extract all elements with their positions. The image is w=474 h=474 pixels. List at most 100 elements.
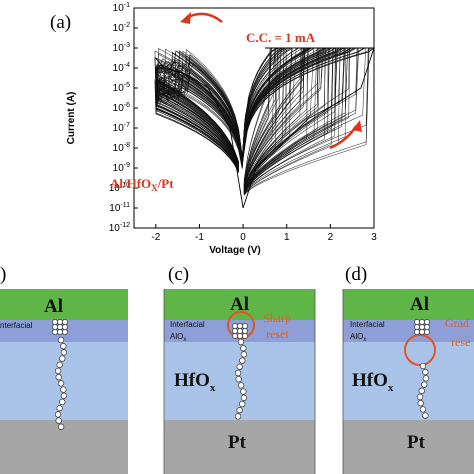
iv-plot-area <box>133 7 375 229</box>
vacancy-dot <box>414 319 420 325</box>
y-tick-exponent: -12 <box>120 222 130 229</box>
x-tick-label: 1 <box>284 232 290 243</box>
vacancy-dot <box>56 361 63 368</box>
vacancy-dot <box>240 351 248 358</box>
y-tick-label: 10-7 <box>113 122 130 134</box>
panel-c-alox-sub: x <box>183 337 186 343</box>
y-tick-exponent: -9 <box>124 162 130 169</box>
x-tick-label: 2 <box>328 232 334 243</box>
vacancy-dot <box>232 333 238 339</box>
y-tick-exponent: -10 <box>120 182 130 189</box>
y-tick-exponent: -8 <box>124 142 130 149</box>
vacancy-dot <box>236 363 243 370</box>
y-tick-base: 10 <box>113 43 125 54</box>
x-axis-title: Voltage (V) <box>209 245 260 256</box>
device-annotation: Al/HfOX/Pt <box>110 176 174 193</box>
vacancy-dot <box>242 328 248 334</box>
y-tick-base: 10 <box>113 63 125 74</box>
panel-c-al-layer <box>164 289 315 320</box>
y-tick-base: 10 <box>113 23 125 34</box>
vacancy-dot <box>54 367 62 375</box>
panel-d-alox-text: AlOx <box>350 332 366 343</box>
panel-d-reset-line2: rese <box>451 335 470 349</box>
x-tick-label: -1 <box>195 232 204 243</box>
vacancy-dot <box>239 400 246 408</box>
vacancy-dot <box>239 357 246 364</box>
iv-curve <box>155 47 353 191</box>
vacancy-dot <box>57 336 65 344</box>
panel-d-reset-circle <box>404 334 436 366</box>
y-tick-label: 10-10 <box>109 182 130 194</box>
device-annotation-main: Al/HfO <box>110 176 151 191</box>
vacancy-dot <box>59 398 66 406</box>
panel-c-reset-line2: reset <box>266 327 289 341</box>
panel-d-hfox-sub: x <box>388 382 394 394</box>
y-tick-base: 10 <box>109 223 121 234</box>
panel-b-al-layer <box>0 289 128 320</box>
iv-curve <box>155 47 283 182</box>
vacancy-dot <box>422 369 429 376</box>
panel-d-interfacial-text: Interfacial <box>350 320 385 329</box>
vacancy-dot <box>240 394 248 401</box>
vacancy-dot <box>57 319 63 325</box>
y-tick-label: 10-6 <box>113 102 130 114</box>
y-tick-base: 10 <box>113 3 125 14</box>
y-tick-exponent: -2 <box>124 22 130 29</box>
vacancy-dot <box>416 393 424 401</box>
vacancy-dot <box>52 319 58 325</box>
vacancy-dot <box>234 369 242 377</box>
iv-curve <box>154 47 341 195</box>
vacancy-dot <box>60 392 68 399</box>
vacancy-dot <box>237 328 243 334</box>
compliance-annotation: C.C. = 1 mA <box>246 30 316 45</box>
panel-c-al-text: Al <box>230 294 249 315</box>
panel-d-filament <box>414 319 430 419</box>
iv-series-1 <box>242 47 375 209</box>
vacancy-dot <box>424 319 430 325</box>
y-tick-base: 10 <box>113 103 125 114</box>
iv-curve <box>155 47 326 191</box>
iv-curve <box>155 47 365 191</box>
vacancy-dot <box>235 376 242 383</box>
vacancy-dot <box>422 375 430 382</box>
panel-d-hfox-main: HfO <box>352 370 388 391</box>
vacancy-dot <box>57 329 63 335</box>
x-tick-labels: -2 -1 0 1 2 3 <box>151 224 377 243</box>
panel-d-pt-text: Pt <box>407 432 426 453</box>
panel-d-hfox-layer <box>343 342 474 420</box>
vacancy-dot <box>419 324 425 330</box>
vacancy-dot <box>56 405 63 412</box>
y-tick-base: 10 <box>113 83 125 94</box>
sweep-arrow-top <box>185 12 223 23</box>
vacancy-dot <box>242 333 248 339</box>
panel-c-hfox-sub: x <box>210 382 216 394</box>
y-tick-label: 10-4 <box>113 62 130 74</box>
y-tick-base: 10 <box>109 183 121 194</box>
vacancy-dot <box>52 324 58 330</box>
vacancy-dot <box>237 323 243 329</box>
x-tick-label: -2 <box>151 232 160 243</box>
vacancy-dot <box>237 338 245 346</box>
y-tick-labels: 10-110-210-310-410-510-610-710-810-910-1… <box>109 2 138 234</box>
vacancy-dot <box>424 324 430 330</box>
y-tick-label: 10-5 <box>113 82 130 94</box>
panel-b-interfacial-text: nterfacial <box>0 321 33 330</box>
panel-d-alox-sub: x <box>363 337 366 343</box>
y-axis-title: Current (A) <box>66 92 77 145</box>
panel-b-label: ) <box>0 264 6 285</box>
panel-b-filament <box>52 319 68 430</box>
device-annotation-sub: X <box>151 183 158 193</box>
panel-d-al-layer <box>343 289 474 320</box>
iv-curve <box>155 47 322 191</box>
vacancy-dot <box>59 355 66 362</box>
vacancy-dot <box>60 386 67 393</box>
panel-c-alox-main: AlO <box>170 332 183 341</box>
vacancy-dot <box>232 323 238 329</box>
y-tick-label: 10-1 <box>113 2 130 14</box>
y-tick-exponent: -6 <box>124 102 130 109</box>
y-tick-exponent: -3 <box>124 42 130 49</box>
y-tick-base: 10 <box>113 123 125 134</box>
vacancy-dot <box>419 406 427 413</box>
x-tick-label: 0 <box>240 232 246 243</box>
y-tick-exponent: -5 <box>124 82 130 89</box>
